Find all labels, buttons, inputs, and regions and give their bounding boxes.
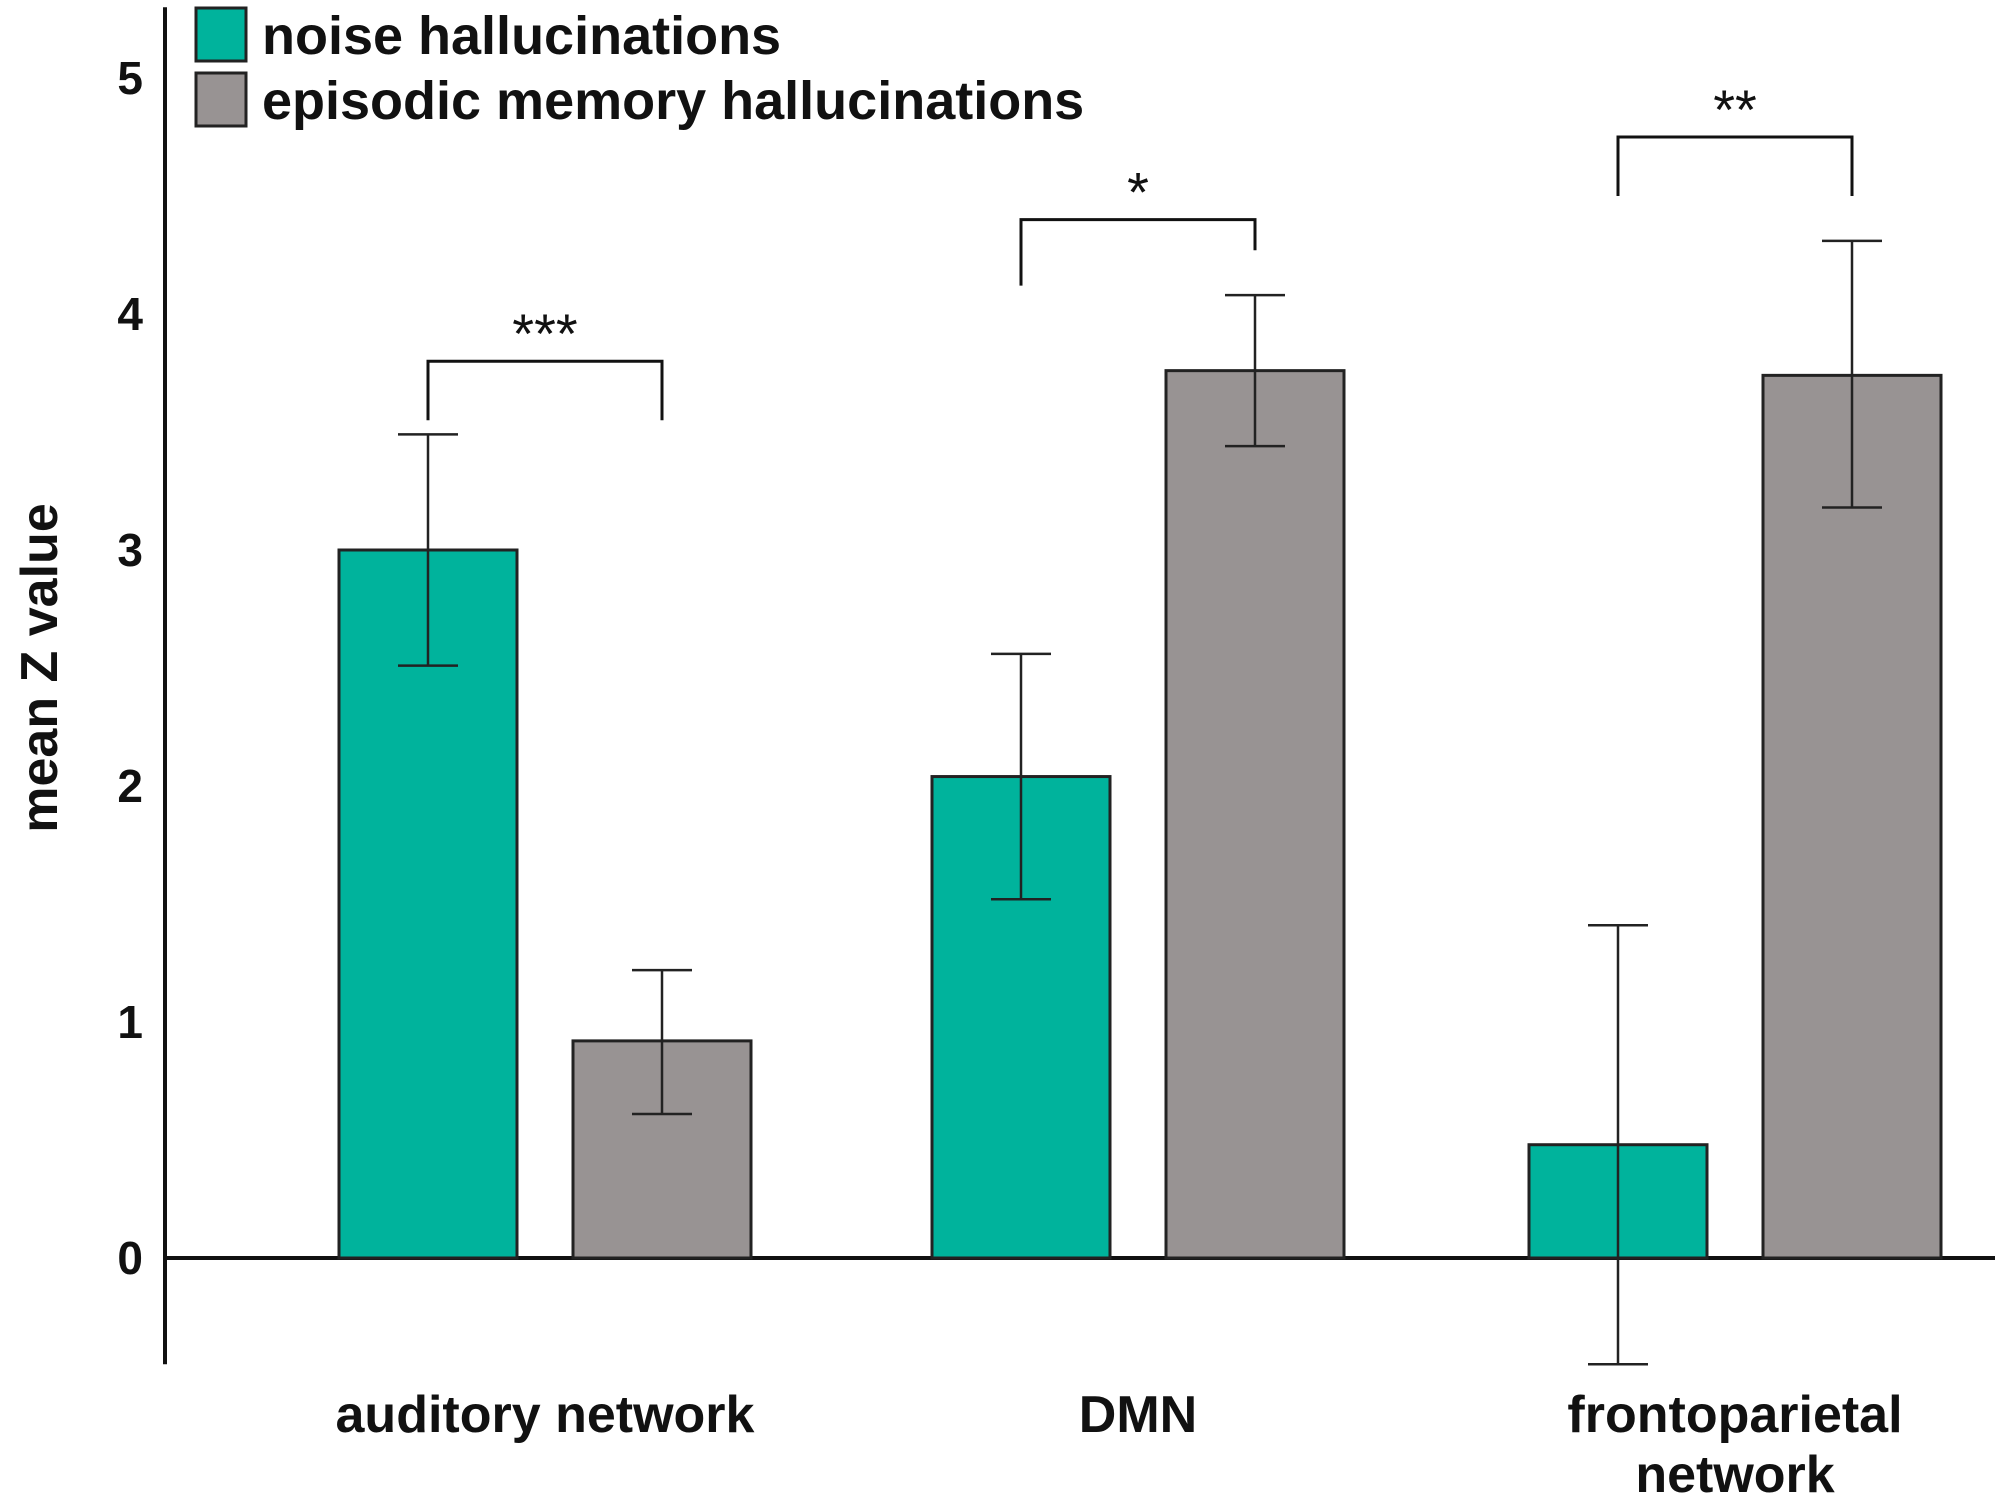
y-tick-label: 0 <box>117 1232 143 1284</box>
legend-swatch <box>194 6 248 63</box>
category-label: network <box>1635 1446 1834 1500</box>
bar <box>337 548 519 1260</box>
significance-label: ** <box>1713 78 1757 141</box>
bar <box>1761 373 1943 1260</box>
significance-bracket <box>1019 218 1257 286</box>
y-axis-label: mean Z value <box>11 503 69 832</box>
y-tick-label: 2 <box>117 760 143 812</box>
y-tick-label: 1 <box>117 996 143 1048</box>
significance-label: * <box>1127 161 1149 224</box>
y-tick-label: 5 <box>117 52 143 104</box>
bars <box>337 369 1943 1260</box>
category-label: DMN <box>1079 1386 1197 1444</box>
significance-label: *** <box>512 302 577 365</box>
y-tick-label: 4 <box>117 288 143 340</box>
bar <box>1164 369 1346 1260</box>
legend-swatch <box>194 71 248 128</box>
significance-bracket <box>426 359 664 421</box>
category-label: auditory network <box>336 1386 755 1444</box>
legend-label: episodic memory hallucinations <box>262 71 1084 131</box>
y-tick-label: 3 <box>117 524 143 576</box>
error-bars <box>398 239 1882 1366</box>
legend-label: noise hallucinations <box>262 6 781 66</box>
category-label: frontoparietal <box>1567 1386 1902 1444</box>
significance-brackets: ****** <box>426 78 1854 421</box>
significance-bracket <box>1616 135 1854 196</box>
